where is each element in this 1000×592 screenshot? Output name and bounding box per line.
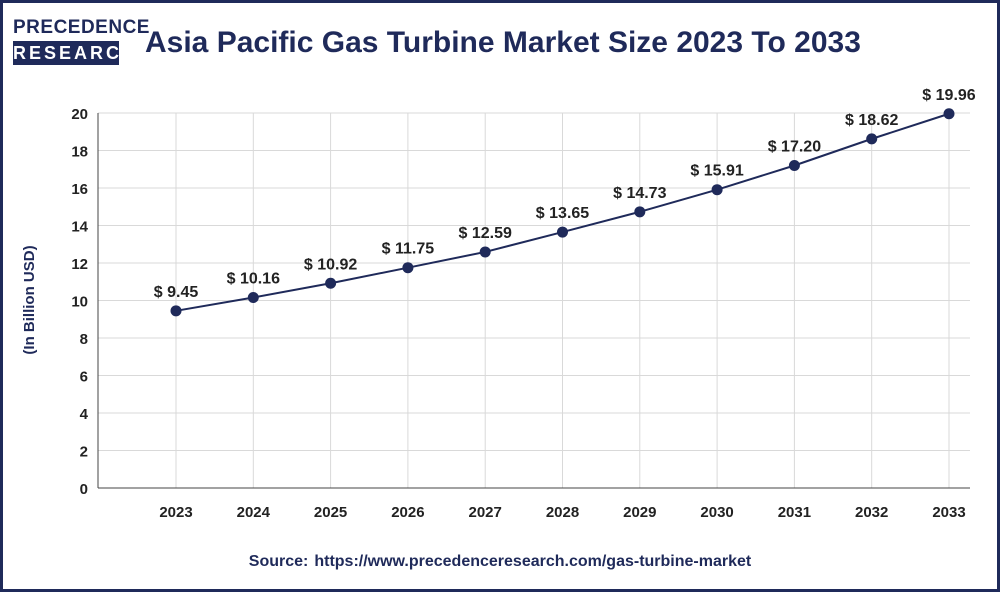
y-tick-label: 8: [80, 331, 88, 348]
data-label: $ 12.59: [459, 225, 512, 242]
x-tick-label: 2030: [700, 504, 733, 521]
x-tick-label: 2023: [159, 504, 192, 521]
data-label: $ 18.62: [845, 112, 898, 129]
x-tick-label: 2033: [932, 504, 965, 521]
brand-logo: PRECEDENCE RESEARCH: [13, 17, 150, 69]
data-point: [943, 108, 955, 120]
x-tick-label: 2027: [469, 504, 502, 521]
data-point: [402, 262, 414, 274]
y-tick-label: 14: [71, 219, 88, 236]
y-tick-label: 10: [71, 294, 88, 311]
data-point: [711, 184, 723, 196]
data-point: [170, 305, 182, 317]
data-label: $ 10.92: [304, 256, 357, 273]
data-point: [479, 246, 491, 258]
source-url: https://www.precedenceresearch.com/gas-t…: [314, 553, 752, 570]
logo-line-1: PRECEDENCE: [13, 17, 150, 38]
data-point: [557, 226, 568, 238]
data-label: $ 15.91: [690, 163, 743, 180]
y-tick-label: 12: [71, 256, 88, 273]
data-point: [788, 160, 800, 171]
data-label: $ 9.45: [154, 284, 199, 301]
data-label: $ 13.65: [536, 205, 589, 222]
y-tick-label: 18: [71, 144, 88, 161]
x-tick-label: 2026: [391, 504, 424, 521]
data-label: $ 14.73: [613, 185, 666, 202]
x-tick-label: 2028: [546, 504, 579, 521]
data-label: $ 10.16: [227, 271, 280, 288]
y-tick-label: 20: [71, 106, 88, 123]
x-tick-label: 2031: [778, 504, 811, 521]
data-point: [325, 277, 337, 289]
x-tick-label: 2032: [855, 504, 888, 521]
source-label: Source:: [248, 553, 309, 570]
data-label: $ 11.75: [382, 241, 435, 258]
x-tick-label: 2024: [237, 504, 271, 521]
chart-title: Asia Pacific Gas Turbine Market Size 202…: [145, 26, 861, 59]
logo-line-2: RESEARCH: [13, 41, 139, 65]
data-point: [866, 133, 878, 145]
x-tick-label: 2025: [314, 504, 347, 521]
y-tick-label: 6: [80, 369, 88, 386]
source-note: Source: https://www.precedenceresearch.co…: [0, 553, 1000, 571]
y-tick-label: 2: [80, 444, 88, 461]
data-label: $ 19.96: [922, 87, 975, 104]
data-point: [634, 206, 646, 218]
y-tick-label: 0: [80, 481, 88, 498]
data-label: $ 17.20: [768, 139, 821, 156]
data-point: [247, 292, 259, 303]
x-tick-label: 2029: [623, 504, 656, 521]
y-tick-label: 16: [71, 181, 88, 198]
y-axis-title: (In Billion USD): [21, 245, 38, 354]
y-tick-label: 4: [80, 406, 89, 423]
